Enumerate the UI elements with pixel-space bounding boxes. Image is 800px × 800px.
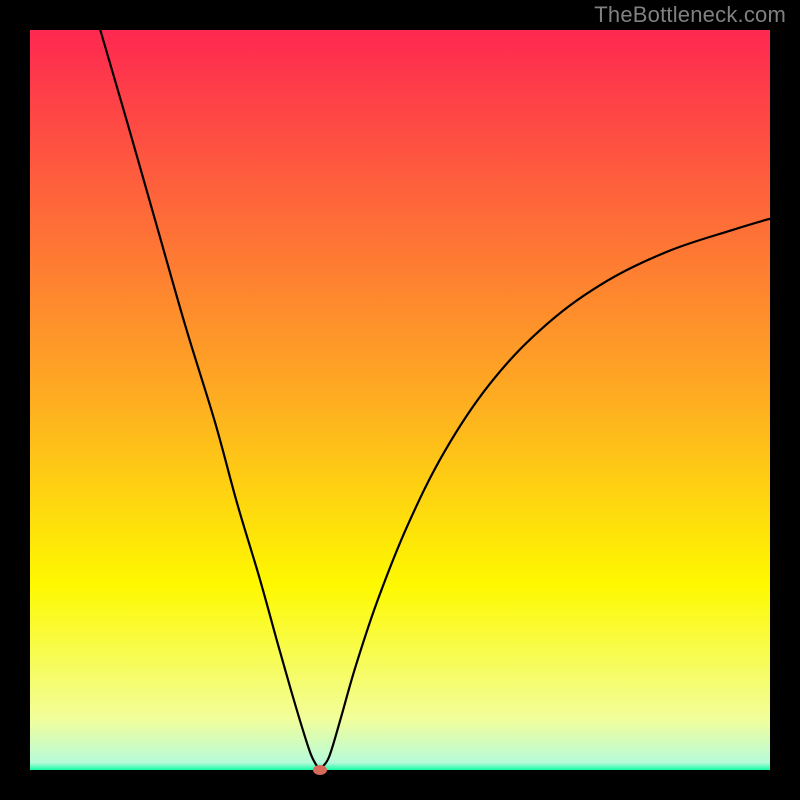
curve-path [100,30,770,770]
minimum-marker [313,765,327,775]
watermark-text: TheBottleneck.com [594,2,786,28]
plot-area [30,30,770,770]
bottleneck-curve [30,30,770,770]
